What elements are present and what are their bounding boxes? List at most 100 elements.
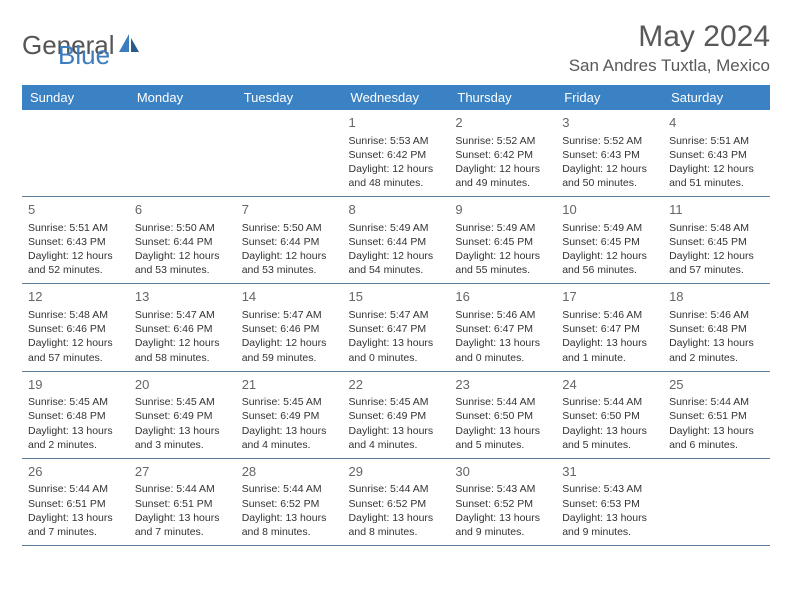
sunrise-line: Sunrise: 5:52 AM — [562, 134, 657, 148]
day-cell: 3Sunrise: 5:52 AMSunset: 6:43 PMDaylight… — [556, 110, 663, 197]
sunrise-line: Sunrise: 5:43 AM — [455, 482, 550, 496]
daylight-line: Daylight: 13 hours and 8 minutes. — [349, 511, 444, 539]
col-tuesday: Tuesday — [236, 85, 343, 110]
daylight-line: Daylight: 12 hours and 59 minutes. — [242, 336, 337, 364]
sunrise-line: Sunrise: 5:44 AM — [242, 482, 337, 496]
day-number: 2 — [455, 114, 550, 132]
week-row: 1Sunrise: 5:53 AMSunset: 6:42 PMDaylight… — [22, 110, 770, 197]
logo-text-blue: Blue — [58, 40, 110, 70]
sunrise-line: Sunrise: 5:46 AM — [669, 308, 764, 322]
daylight-line: Daylight: 12 hours and 54 minutes. — [349, 249, 444, 277]
day-cell: 5Sunrise: 5:51 AMSunset: 6:43 PMDaylight… — [22, 197, 129, 284]
col-friday: Friday — [556, 85, 663, 110]
sunset-line: Sunset: 6:51 PM — [669, 409, 764, 423]
day-cell: 18Sunrise: 5:46 AMSunset: 6:48 PMDayligh… — [663, 284, 770, 371]
sunset-line: Sunset: 6:52 PM — [455, 497, 550, 511]
day-cell: 17Sunrise: 5:46 AMSunset: 6:47 PMDayligh… — [556, 284, 663, 371]
sunset-line: Sunset: 6:44 PM — [135, 235, 230, 249]
day-number: 30 — [455, 463, 550, 481]
sunrise-line: Sunrise: 5:46 AM — [562, 308, 657, 322]
day-number: 12 — [28, 288, 123, 306]
title-block: May 2024 San Andres Tuxtla, Mexico — [569, 20, 770, 76]
day-cell: 8Sunrise: 5:49 AMSunset: 6:44 PMDaylight… — [343, 197, 450, 284]
day-number: 3 — [562, 114, 657, 132]
sunrise-line: Sunrise: 5:45 AM — [135, 395, 230, 409]
month-title: May 2024 — [569, 20, 770, 54]
day-cell: 23Sunrise: 5:44 AMSunset: 6:50 PMDayligh… — [449, 371, 556, 458]
day-number: 31 — [562, 463, 657, 481]
day-number: 14 — [242, 288, 337, 306]
daylight-line: Daylight: 13 hours and 7 minutes. — [28, 511, 123, 539]
day-cell: 7Sunrise: 5:50 AMSunset: 6:44 PMDaylight… — [236, 197, 343, 284]
sunrise-line: Sunrise: 5:51 AM — [28, 221, 123, 235]
col-saturday: Saturday — [663, 85, 770, 110]
sunset-line: Sunset: 6:46 PM — [28, 322, 123, 336]
header: General May 2024 San Andres Tuxtla, Mexi… — [22, 20, 770, 76]
day-number: 4 — [669, 114, 764, 132]
day-cell: 28Sunrise: 5:44 AMSunset: 6:52 PMDayligh… — [236, 458, 343, 545]
day-cell: 9Sunrise: 5:49 AMSunset: 6:45 PMDaylight… — [449, 197, 556, 284]
sunrise-line: Sunrise: 5:43 AM — [562, 482, 657, 496]
day-number: 10 — [562, 201, 657, 219]
daylight-line: Daylight: 13 hours and 3 minutes. — [135, 424, 230, 452]
sunrise-line: Sunrise: 5:50 AM — [135, 221, 230, 235]
sunset-line: Sunset: 6:51 PM — [28, 497, 123, 511]
daylight-line: Daylight: 13 hours and 0 minutes. — [455, 336, 550, 364]
daylight-line: Daylight: 13 hours and 2 minutes. — [28, 424, 123, 452]
day-number: 24 — [562, 376, 657, 394]
day-cell: 26Sunrise: 5:44 AMSunset: 6:51 PMDayligh… — [22, 458, 129, 545]
day-number: 7 — [242, 201, 337, 219]
day-number: 29 — [349, 463, 444, 481]
col-thursday: Thursday — [449, 85, 556, 110]
sunset-line: Sunset: 6:47 PM — [455, 322, 550, 336]
sunrise-line: Sunrise: 5:49 AM — [349, 221, 444, 235]
sunset-line: Sunset: 6:51 PM — [135, 497, 230, 511]
week-row: 12Sunrise: 5:48 AMSunset: 6:46 PMDayligh… — [22, 284, 770, 371]
daylight-line: Daylight: 13 hours and 0 minutes. — [349, 336, 444, 364]
day-cell: 30Sunrise: 5:43 AMSunset: 6:52 PMDayligh… — [449, 458, 556, 545]
sunrise-line: Sunrise: 5:47 AM — [242, 308, 337, 322]
day-number: 13 — [135, 288, 230, 306]
sunrise-line: Sunrise: 5:48 AM — [669, 221, 764, 235]
week-row: 19Sunrise: 5:45 AMSunset: 6:48 PMDayligh… — [22, 371, 770, 458]
header-row: Sunday Monday Tuesday Wednesday Thursday… — [22, 85, 770, 110]
sunrise-line: Sunrise: 5:48 AM — [28, 308, 123, 322]
day-number: 25 — [669, 376, 764, 394]
sunrise-line: Sunrise: 5:44 AM — [28, 482, 123, 496]
col-sunday: Sunday — [22, 85, 129, 110]
day-number: 6 — [135, 201, 230, 219]
sunset-line: Sunset: 6:44 PM — [349, 235, 444, 249]
daylight-line: Daylight: 12 hours and 55 minutes. — [455, 249, 550, 277]
sunset-line: Sunset: 6:47 PM — [349, 322, 444, 336]
daylight-line: Daylight: 13 hours and 1 minute. — [562, 336, 657, 364]
day-cell: 1Sunrise: 5:53 AMSunset: 6:42 PMDaylight… — [343, 110, 450, 197]
sunset-line: Sunset: 6:50 PM — [455, 409, 550, 423]
sunrise-line: Sunrise: 5:45 AM — [28, 395, 123, 409]
sunset-line: Sunset: 6:44 PM — [242, 235, 337, 249]
sunrise-line: Sunrise: 5:51 AM — [669, 134, 764, 148]
sunrise-line: Sunrise: 5:47 AM — [349, 308, 444, 322]
day-number: 21 — [242, 376, 337, 394]
day-cell: 20Sunrise: 5:45 AMSunset: 6:49 PMDayligh… — [129, 371, 236, 458]
sunrise-line: Sunrise: 5:46 AM — [455, 308, 550, 322]
day-number: 17 — [562, 288, 657, 306]
sunset-line: Sunset: 6:48 PM — [669, 322, 764, 336]
sunset-line: Sunset: 6:49 PM — [242, 409, 337, 423]
sunrise-line: Sunrise: 5:47 AM — [135, 308, 230, 322]
sunrise-line: Sunrise: 5:53 AM — [349, 134, 444, 148]
day-cell — [129, 110, 236, 197]
day-number: 27 — [135, 463, 230, 481]
sunset-line: Sunset: 6:52 PM — [242, 497, 337, 511]
sunrise-line: Sunrise: 5:44 AM — [455, 395, 550, 409]
sunset-line: Sunset: 6:46 PM — [242, 322, 337, 336]
daylight-line: Daylight: 13 hours and 8 minutes. — [242, 511, 337, 539]
sunset-line: Sunset: 6:48 PM — [28, 409, 123, 423]
daylight-line: Daylight: 13 hours and 4 minutes. — [242, 424, 337, 452]
sunset-line: Sunset: 6:49 PM — [135, 409, 230, 423]
day-number: 19 — [28, 376, 123, 394]
location: San Andres Tuxtla, Mexico — [569, 56, 770, 76]
sunrise-line: Sunrise: 5:44 AM — [562, 395, 657, 409]
daylight-line: Daylight: 13 hours and 5 minutes. — [455, 424, 550, 452]
daylight-line: Daylight: 12 hours and 58 minutes. — [135, 336, 230, 364]
day-number: 16 — [455, 288, 550, 306]
